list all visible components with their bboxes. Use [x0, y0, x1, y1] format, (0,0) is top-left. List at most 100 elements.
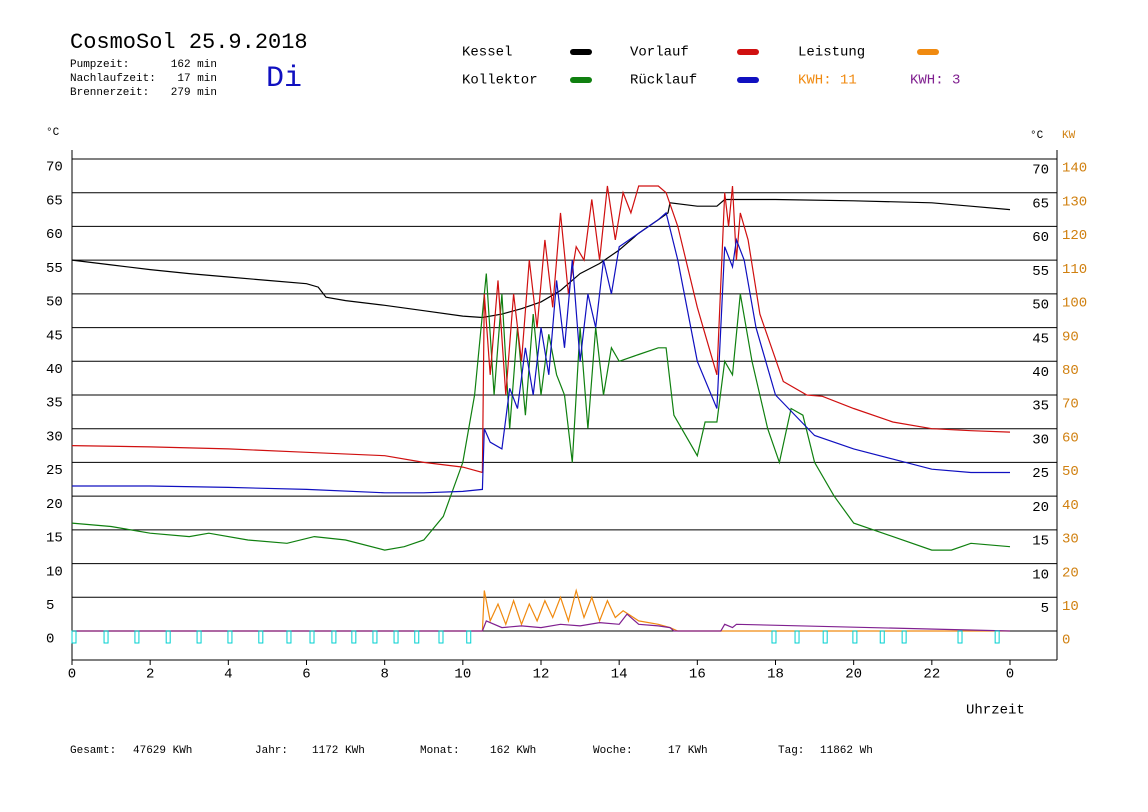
- footer-value: 17 KWh: [668, 745, 708, 757]
- pump-marker: [331, 630, 337, 644]
- pump-marker: [822, 630, 828, 644]
- pump-marker: [372, 630, 378, 644]
- x-tick-label: 0: [68, 667, 76, 683]
- stat-label: Nachlaufzeit:: [70, 73, 156, 85]
- series-line: [71, 273, 1011, 551]
- y2-tick-label: 140: [1062, 161, 1087, 177]
- legend-label: Rücklauf: [630, 73, 697, 89]
- x-tick-label: 22: [923, 667, 940, 683]
- y2-tick-label: 100: [1062, 296, 1087, 312]
- y-tick-label-right: 60: [1032, 230, 1049, 246]
- y-tick-label-right: 35: [1032, 399, 1049, 415]
- stat-value: 162 min: [171, 59, 217, 71]
- footer-value: 47629 KWh: [133, 745, 192, 757]
- y-tick-label: 35: [46, 396, 63, 412]
- y2-tick-label: 10: [1062, 599, 1079, 615]
- footer-label: Woche:: [593, 745, 633, 757]
- y-tick-label: 10: [46, 564, 63, 580]
- pump-marker: [165, 630, 171, 644]
- y2-tick-label: 0: [1062, 633, 1070, 649]
- y-tick-label-right: 55: [1032, 264, 1049, 280]
- legend-label: Kessel: [462, 45, 512, 61]
- y-tick-label-right: 25: [1032, 466, 1049, 482]
- pump-marker: [309, 630, 315, 644]
- y-axis-label-right: °C: [1030, 130, 1044, 142]
- pump-marker: [852, 630, 858, 644]
- y-tick-label: 65: [46, 193, 63, 209]
- footer-label: Jahr:: [255, 745, 288, 757]
- x-tick-label: 8: [380, 667, 388, 683]
- y-tick-label: 45: [46, 328, 63, 344]
- pump-marker: [286, 630, 292, 644]
- footer-label: Tag:: [778, 745, 804, 757]
- y-tick-label: 70: [46, 160, 63, 176]
- y2-tick-label: 80: [1062, 363, 1079, 379]
- weekday: Di: [266, 62, 302, 96]
- pump-marker: [466, 630, 472, 644]
- pump-marker: [227, 630, 233, 644]
- y-tick-label: 15: [46, 531, 63, 547]
- legend-label: Vorlauf: [630, 45, 689, 61]
- y-tick-label-right: 15: [1032, 534, 1049, 550]
- footer-value: 162 KWh: [490, 745, 536, 757]
- y-axis-label: °C: [46, 127, 60, 139]
- y2-tick-label: 130: [1062, 194, 1087, 210]
- footer-label: Monat:: [420, 745, 460, 757]
- y-tick-label-right: 45: [1032, 331, 1049, 347]
- y2-tick-label: 90: [1062, 329, 1079, 345]
- y-tick-label-right: 30: [1032, 432, 1049, 448]
- pump-marker: [901, 630, 907, 644]
- y-tick-label-right: 10: [1032, 567, 1049, 583]
- y-tick-label-right: 50: [1032, 298, 1049, 314]
- stat-value: 17 min: [177, 73, 217, 85]
- y-tick-label: 40: [46, 362, 63, 378]
- kwh-label: KWH: 11: [798, 73, 857, 89]
- x-tick-label: 2: [146, 667, 154, 683]
- legend-label: Kollektor: [462, 73, 538, 89]
- x-tick-label: 10: [454, 667, 471, 683]
- pump-marker: [994, 630, 1000, 644]
- y-tick-label-right: 40: [1032, 365, 1049, 381]
- stat-label: Pumpzeit:: [70, 59, 129, 71]
- stat-label: Brennerzeit:: [70, 87, 149, 99]
- x-tick-label: 6: [302, 667, 310, 683]
- pump-marker: [771, 630, 777, 644]
- y-tick-label-right: 65: [1032, 196, 1049, 212]
- footer-value: 1172 KWh: [312, 745, 365, 757]
- x-tick-label: 14: [611, 667, 628, 683]
- pump-marker: [879, 630, 885, 644]
- y2-tick-label: 20: [1062, 565, 1079, 581]
- pump-marker: [134, 630, 140, 644]
- x-tick-label: 12: [533, 667, 550, 683]
- y2-tick-label: 30: [1062, 532, 1079, 548]
- pump-marker: [71, 630, 77, 644]
- y2-axis-label: KW: [1062, 130, 1076, 142]
- y2-tick-label: 70: [1062, 397, 1079, 413]
- y2-tick-label: 40: [1062, 498, 1079, 514]
- y-tick-label-right: 5: [1041, 601, 1049, 617]
- x-tick-label: 16: [689, 667, 706, 683]
- x-tick-label: 0: [1006, 667, 1014, 683]
- x-tick-label: 20: [845, 667, 862, 683]
- footer-label: Gesamt:: [70, 745, 116, 757]
- pump-marker: [414, 630, 420, 644]
- series-line: [71, 198, 1011, 319]
- y2-tick-label: 60: [1062, 430, 1079, 446]
- legend-label: Leistung: [798, 45, 865, 61]
- y-tick-label-right: 70: [1032, 163, 1049, 179]
- series-line: [72, 613, 1011, 632]
- y-tick-label: 50: [46, 295, 63, 311]
- y2-tick-label: 120: [1062, 228, 1087, 244]
- y-tick-label: 55: [46, 261, 63, 277]
- pump-marker: [196, 630, 202, 644]
- y-tick-label: 0: [46, 632, 54, 648]
- pump-marker: [258, 630, 264, 644]
- y-tick-label: 25: [46, 463, 63, 479]
- stat-value: 279 min: [171, 87, 217, 99]
- pump-marker: [393, 630, 399, 644]
- x-axis-label: Uhrzeit: [966, 703, 1025, 719]
- legend-label: KWH: 3: [910, 73, 960, 89]
- series-line: [72, 211, 1010, 494]
- y-tick-label: 30: [46, 429, 63, 445]
